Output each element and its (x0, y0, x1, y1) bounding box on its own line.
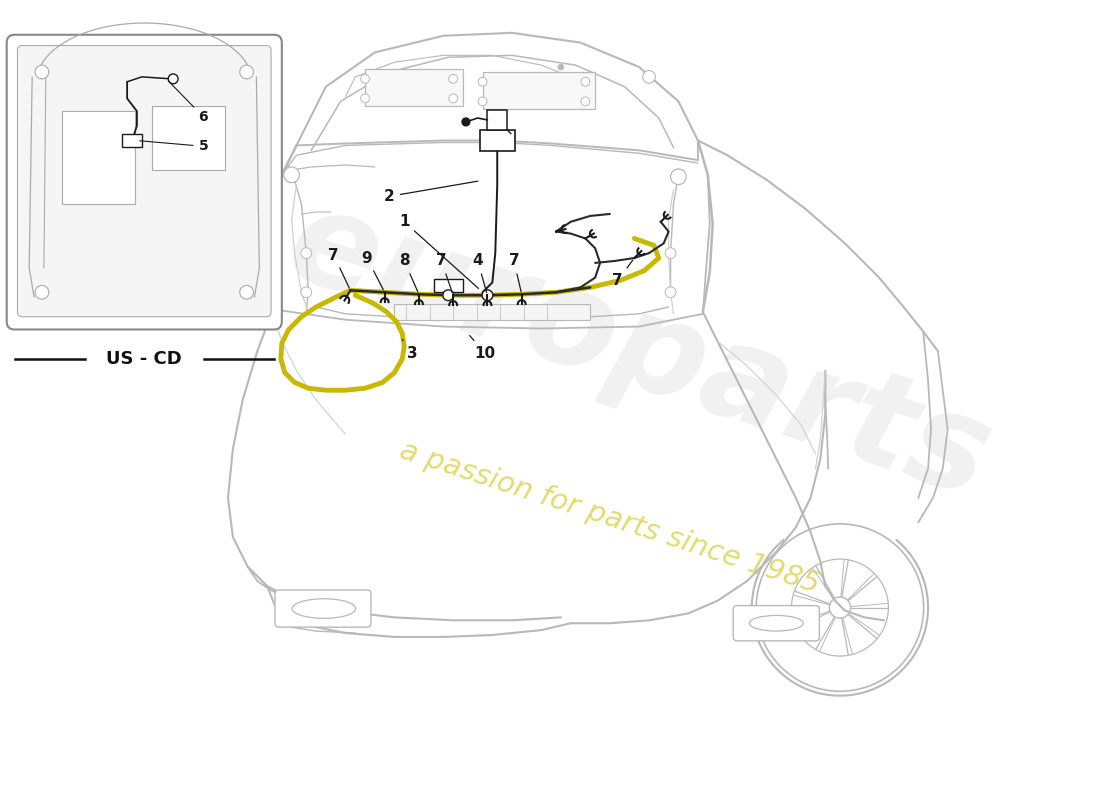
FancyBboxPatch shape (275, 590, 371, 627)
Circle shape (581, 97, 590, 106)
Circle shape (558, 64, 564, 70)
Bar (122, 134, 142, 147)
Bar (480, 130, 515, 151)
Circle shape (666, 287, 675, 298)
Circle shape (671, 169, 686, 185)
Circle shape (581, 78, 590, 86)
Text: 7: 7 (329, 247, 349, 288)
Circle shape (35, 286, 48, 299)
Bar (433, 278, 463, 292)
Text: 6: 6 (168, 81, 208, 124)
Bar (152, 106, 226, 170)
Text: US - CD: US - CD (107, 350, 183, 368)
Circle shape (449, 74, 458, 83)
Ellipse shape (749, 615, 803, 631)
Circle shape (449, 94, 458, 103)
Bar (487, 110, 507, 130)
Bar (395, 304, 591, 320)
Circle shape (301, 287, 311, 298)
Circle shape (478, 78, 487, 86)
Circle shape (168, 74, 178, 84)
Circle shape (240, 65, 253, 79)
Bar (62, 111, 135, 204)
Text: 2: 2 (384, 181, 477, 204)
Text: 8: 8 (399, 254, 418, 292)
Text: 3: 3 (403, 339, 417, 361)
Circle shape (35, 65, 48, 79)
Text: 7: 7 (613, 260, 632, 288)
Circle shape (642, 70, 656, 83)
Ellipse shape (293, 598, 355, 618)
Text: 4: 4 (472, 254, 486, 293)
Bar (365, 69, 463, 106)
Circle shape (361, 94, 370, 103)
Text: 9: 9 (362, 250, 384, 290)
Circle shape (482, 290, 493, 301)
Text: 10: 10 (470, 335, 495, 361)
Circle shape (301, 248, 311, 258)
Text: europarts: europarts (273, 178, 1005, 524)
Text: 5: 5 (140, 139, 208, 154)
Text: 1: 1 (399, 214, 478, 289)
Circle shape (361, 74, 370, 83)
Text: 7: 7 (508, 254, 521, 291)
Text: a passion for parts since 1985: a passion for parts since 1985 (396, 436, 823, 598)
FancyBboxPatch shape (7, 34, 282, 330)
Text: 7: 7 (436, 254, 452, 293)
Circle shape (462, 118, 470, 126)
Circle shape (240, 286, 253, 299)
Circle shape (284, 167, 299, 182)
Circle shape (666, 248, 675, 258)
FancyBboxPatch shape (18, 46, 271, 317)
Circle shape (443, 290, 453, 301)
Circle shape (478, 97, 487, 106)
Bar (483, 72, 595, 109)
FancyBboxPatch shape (734, 606, 820, 641)
